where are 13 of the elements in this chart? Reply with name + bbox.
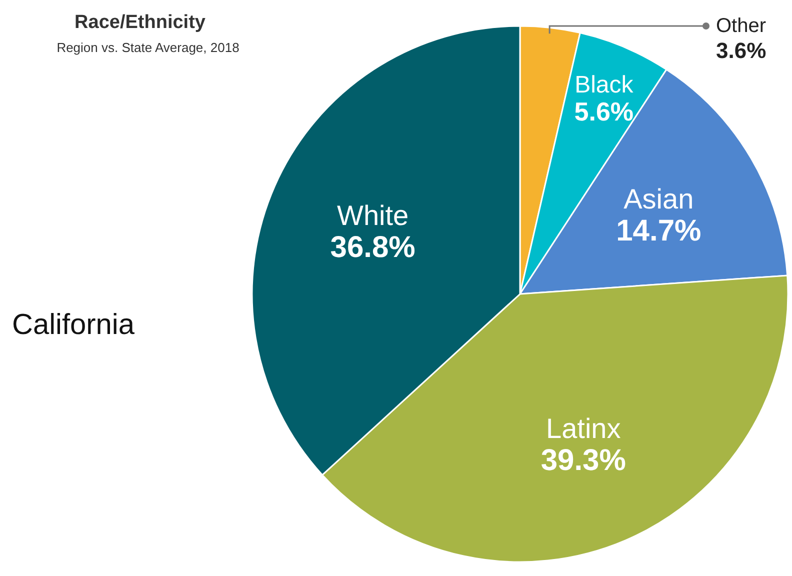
data-label: 39.3% bbox=[540, 444, 626, 477]
slice-label: White bbox=[337, 200, 409, 232]
data-label: 3.6% bbox=[716, 38, 766, 63]
data-label: 5.6% bbox=[574, 96, 634, 127]
data-label: 14.7% bbox=[616, 214, 702, 248]
slice-label: Black bbox=[574, 72, 634, 99]
slice-label: Other bbox=[716, 15, 766, 37]
chart-title: Race/Ethnicity bbox=[74, 12, 206, 33]
slice-label: Asian bbox=[624, 184, 694, 215]
slice-label: Latinx bbox=[546, 412, 621, 444]
text: California bbox=[12, 309, 136, 341]
text: Region vs. State Average, 2018 bbox=[56, 40, 240, 55]
data-label: 36.8% bbox=[330, 231, 416, 264]
